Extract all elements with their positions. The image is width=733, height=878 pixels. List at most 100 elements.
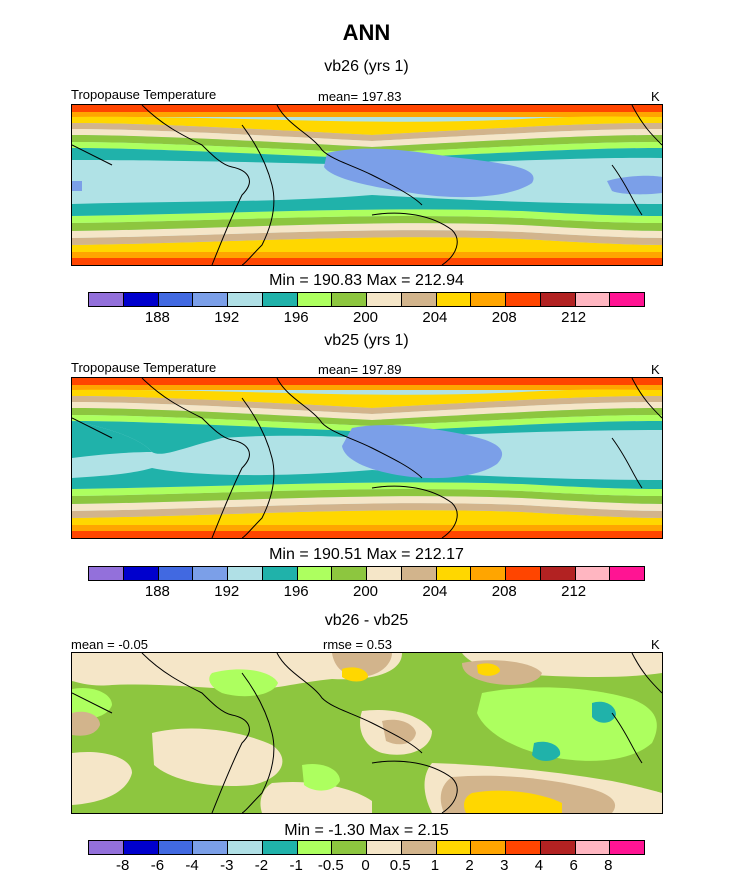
colorbar-swatch (332, 293, 367, 306)
colorbar-swatch (471, 841, 506, 854)
colorbar-tick-label: 188 (144, 309, 170, 326)
colorbar-swatch (575, 567, 611, 580)
colorbar-tick-label: 192 (214, 583, 240, 600)
panel1-map (71, 104, 663, 266)
colorbar-swatch (506, 841, 541, 854)
colorbar-swatch (436, 841, 472, 854)
colorbar-swatch (610, 293, 644, 306)
panel1-colorbar-labels: 188 192 196 200 204 208 212 (88, 309, 645, 327)
colorbar-tick-label: 3 (500, 857, 509, 874)
panel3-minmax: Min = -1.30 Max = 2.15 (284, 822, 449, 839)
colorbar-swatch (540, 841, 576, 854)
colorbar-tick-label: 196 (283, 309, 309, 326)
colorbar-tick-label: 1 (430, 857, 440, 874)
colorbar-swatch (401, 567, 437, 580)
colorbar-swatch (297, 293, 333, 306)
panel1-colorbar (88, 292, 645, 307)
panel3-colorbar (88, 840, 645, 855)
colorbar-tick-label: 200 (352, 309, 379, 326)
colorbar-tick-label: 204 (422, 583, 448, 600)
panel2-title: vb25 (yrs 1) (324, 332, 409, 349)
colorbar-swatch (367, 293, 402, 306)
colorbar-swatch (575, 841, 611, 854)
colorbar-swatch (193, 293, 228, 306)
colorbar-swatch (262, 293, 298, 306)
colorbar-tick-label: 0.5 (389, 857, 411, 874)
colorbar-swatch (158, 841, 194, 854)
colorbar-swatch (471, 567, 506, 580)
colorbar-tick-label: 208 (491, 583, 517, 600)
colorbar-tick-label: 0 (361, 857, 370, 874)
colorbar-swatch (436, 293, 472, 306)
colorbar-tick-label: 204 (422, 309, 448, 326)
colorbar-tick-label: 192 (214, 309, 240, 326)
panel2-field-label: Tropopause Temperature (71, 360, 217, 375)
colorbar-swatch (367, 567, 402, 580)
colorbar-swatch (297, 567, 333, 580)
colorbar-tick-label: -6 (150, 857, 165, 874)
colorbar-swatch (228, 293, 263, 306)
panel3-mean-label: mean = -0.05 (71, 637, 148, 652)
panel2-units-label: K (651, 362, 660, 377)
panel1-field-label: Tropopause Temperature (71, 87, 217, 102)
figure-title: ANN (342, 20, 391, 45)
colorbar-swatch (123, 841, 159, 854)
panel2-map (71, 377, 663, 539)
colorbar-swatch (540, 567, 576, 580)
colorbar-swatch (367, 841, 402, 854)
colorbar-swatch (262, 567, 298, 580)
colorbar-swatch (610, 841, 644, 854)
colorbar-swatch (401, 293, 437, 306)
panel2-colorbar-labels: 188 192 196 200 204 208 212 (88, 583, 645, 601)
colorbar-tick-label: 196 (283, 583, 309, 600)
panel2-colorbar (88, 566, 645, 581)
panel1-title: vb26 (yrs 1) (324, 58, 409, 75)
colorbar-swatch (123, 567, 159, 580)
colorbar-swatch (540, 293, 576, 306)
colorbar-tick-label: -1 (289, 857, 303, 874)
panel1-mean-label: mean= 197.83 (318, 89, 402, 104)
colorbar-tick-label: 188 (144, 583, 170, 600)
panel2-mean-label: mean= 197.89 (318, 362, 402, 377)
colorbar-swatch (89, 293, 124, 306)
colorbar-tick-label: -0.5 (317, 857, 344, 874)
colorbar-swatch (297, 841, 333, 854)
colorbar-swatch (436, 567, 472, 580)
colorbar-tick-label: -2 (254, 857, 269, 874)
colorbar-tick-label: 2 (465, 857, 474, 874)
colorbar-swatch (332, 841, 367, 854)
colorbar-swatch (158, 567, 194, 580)
panel2-minmax: Min = 190.51 Max = 212.17 (269, 546, 464, 563)
colorbar-tick-label: 8 (604, 857, 613, 874)
colorbar-swatch (262, 841, 298, 854)
colorbar-tick-label: -3 (220, 857, 234, 874)
colorbar-tick-label: -8 (116, 857, 130, 874)
panel3-map (71, 652, 663, 814)
panel1-units-label: K (651, 89, 660, 104)
colorbar-tick-label: 4 (534, 857, 544, 874)
colorbar-swatch (228, 841, 263, 854)
colorbar-swatch (610, 567, 644, 580)
colorbar-tick-label: 200 (352, 583, 379, 600)
colorbar-swatch (506, 293, 541, 306)
colorbar-tick-label: 212 (561, 309, 587, 326)
colorbar-swatch (89, 567, 124, 580)
colorbar-swatch (506, 567, 541, 580)
colorbar-tick-label: 6 (569, 857, 578, 874)
colorbar-swatch (123, 293, 159, 306)
panel3-rmse-label: rmse = 0.53 (323, 637, 393, 652)
colorbar-tick-label: -4 (185, 857, 199, 874)
panel3-title: vb26 - vb25 (324, 612, 409, 629)
colorbar-swatch (193, 567, 228, 580)
colorbar-swatch (193, 841, 228, 854)
panel3-colorbar-labels: -8 -6 -4 -3 -2 -1 -0.5 0 0.5 1 2 3 4 6 8 (88, 857, 645, 875)
colorbar-swatch (228, 567, 263, 580)
colorbar-tick-label: 212 (561, 583, 587, 600)
colorbar-swatch (89, 841, 124, 854)
colorbar-swatch (575, 293, 611, 306)
panel3-units-label: K (651, 637, 660, 652)
colorbar-swatch (158, 293, 194, 306)
colorbar-swatch (332, 567, 367, 580)
colorbar-tick-label: 208 (491, 309, 517, 326)
colorbar-swatch (401, 841, 437, 854)
